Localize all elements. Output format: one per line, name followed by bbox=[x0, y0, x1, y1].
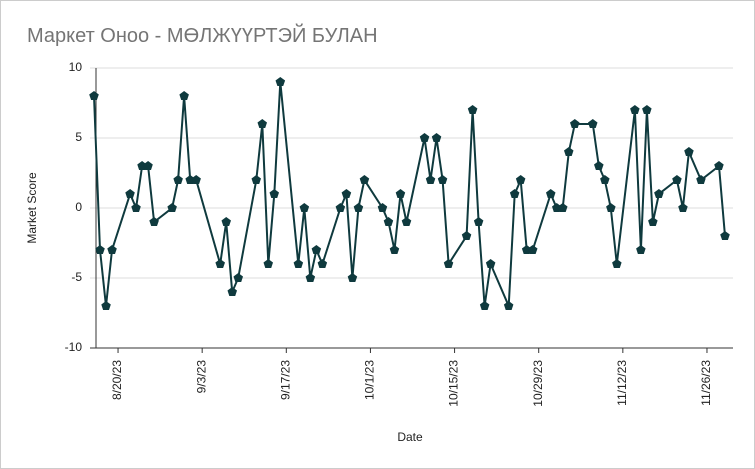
x-tick-label: 9/17/23 bbox=[278, 360, 292, 400]
point bbox=[257, 119, 267, 128]
point bbox=[479, 301, 490, 310]
point bbox=[714, 161, 724, 170]
point bbox=[389, 245, 400, 254]
point bbox=[179, 91, 189, 100]
y-tick-label: 5 bbox=[75, 130, 82, 144]
point bbox=[636, 245, 646, 254]
point bbox=[642, 105, 652, 114]
y-tick-label: -5 bbox=[71, 270, 82, 284]
point bbox=[215, 259, 225, 268]
point bbox=[401, 217, 412, 226]
point bbox=[467, 105, 478, 114]
point bbox=[89, 91, 99, 100]
point bbox=[600, 175, 610, 184]
point bbox=[630, 105, 640, 114]
point bbox=[353, 203, 364, 212]
point bbox=[546, 189, 556, 198]
point bbox=[443, 259, 454, 268]
x-tick-label: 8/20/23 bbox=[110, 360, 124, 400]
point bbox=[227, 287, 237, 296]
y-tick-label: 10 bbox=[69, 60, 83, 74]
point bbox=[125, 189, 135, 198]
point bbox=[503, 301, 514, 310]
point bbox=[720, 231, 730, 240]
point bbox=[275, 77, 286, 86]
point bbox=[341, 189, 352, 198]
point bbox=[485, 259, 496, 268]
point bbox=[149, 217, 159, 226]
point bbox=[293, 259, 304, 268]
point bbox=[425, 175, 436, 184]
point bbox=[305, 273, 316, 282]
point bbox=[233, 273, 243, 282]
point bbox=[269, 189, 279, 198]
point bbox=[606, 203, 616, 212]
point bbox=[107, 245, 117, 254]
point bbox=[570, 119, 580, 128]
x-tick-label: 10/15/23 bbox=[447, 360, 461, 407]
point bbox=[395, 189, 406, 198]
x-axis-label: Date bbox=[397, 430, 423, 444]
point bbox=[564, 147, 574, 156]
point bbox=[509, 189, 520, 198]
point bbox=[335, 203, 346, 212]
point bbox=[672, 175, 682, 184]
x-tick-label: 11/12/23 bbox=[615, 360, 629, 406]
point bbox=[263, 259, 273, 268]
point bbox=[515, 175, 526, 184]
x-tick-label: 10/29/23 bbox=[531, 360, 545, 407]
point bbox=[377, 203, 388, 212]
point bbox=[558, 203, 568, 212]
x-tick-label: 9/3/23 bbox=[194, 360, 208, 394]
point bbox=[173, 175, 183, 184]
y-tick-label: 0 bbox=[75, 200, 82, 214]
point bbox=[612, 259, 622, 268]
point bbox=[654, 189, 664, 198]
point bbox=[95, 245, 105, 254]
y-axis-label: Market Score bbox=[25, 172, 39, 244]
point bbox=[678, 203, 688, 212]
point bbox=[131, 203, 141, 212]
point bbox=[461, 231, 472, 240]
point bbox=[143, 161, 153, 170]
y-tick-label: -10 bbox=[65, 340, 83, 354]
point bbox=[101, 301, 111, 310]
point bbox=[431, 133, 442, 142]
point bbox=[191, 175, 201, 184]
point bbox=[317, 259, 328, 268]
x-tick-label: 10/1/23 bbox=[363, 360, 377, 400]
point bbox=[527, 245, 538, 254]
point bbox=[251, 175, 261, 184]
point bbox=[648, 217, 658, 226]
point bbox=[588, 119, 598, 128]
point bbox=[383, 217, 394, 226]
point bbox=[311, 245, 322, 254]
point bbox=[594, 161, 604, 170]
point bbox=[167, 203, 177, 212]
point bbox=[347, 273, 358, 282]
chart-title: Маркет Оноо - МӨЛЖҮҮРТЭЙ БУЛАН bbox=[27, 23, 378, 47]
point bbox=[419, 133, 430, 142]
point bbox=[684, 147, 694, 156]
point bbox=[473, 217, 484, 226]
point bbox=[359, 175, 370, 184]
point bbox=[437, 175, 448, 184]
x-tick-label: 11/26/23 bbox=[699, 360, 713, 406]
point bbox=[299, 203, 310, 212]
point bbox=[221, 217, 231, 226]
point bbox=[696, 175, 706, 184]
